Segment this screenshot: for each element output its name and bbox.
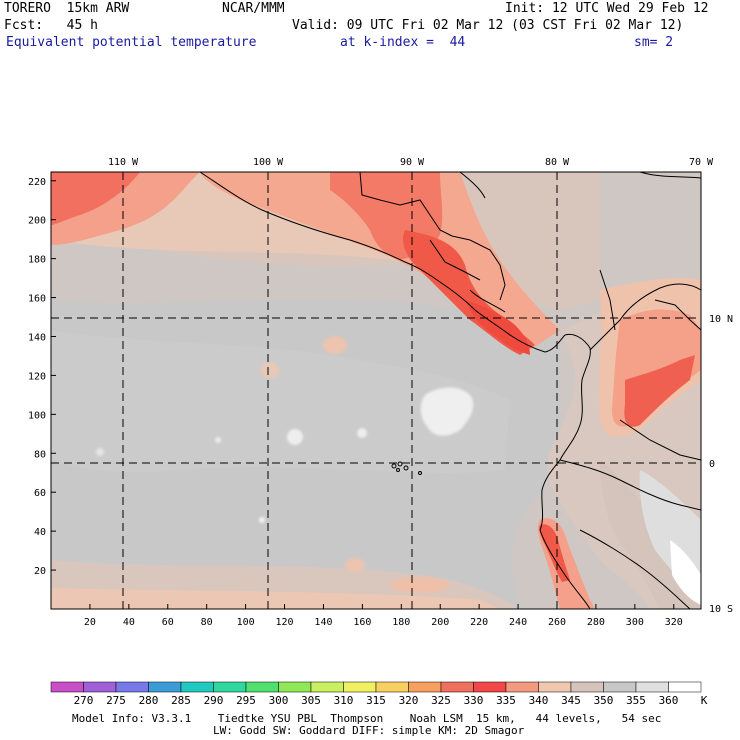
x-tick-label: 280 bbox=[587, 617, 605, 628]
physics-info: LW: Godd SW: Goddard DIFF: simple KM: 2D… bbox=[213, 724, 524, 737]
x-tick-label: 60 bbox=[162, 617, 174, 628]
latitude-label: 10 S bbox=[709, 604, 733, 615]
colorbar-label: 310 bbox=[334, 694, 354, 707]
colorbar-swatch bbox=[604, 682, 637, 692]
y-tick-label: 140 bbox=[28, 332, 46, 343]
x-tick-label: 200 bbox=[431, 617, 449, 628]
x-tick-label: 240 bbox=[509, 617, 527, 628]
y-tick-label: 100 bbox=[28, 410, 46, 421]
x-tick-label: 160 bbox=[353, 617, 371, 628]
y-tick-label: 40 bbox=[34, 527, 46, 538]
x-tick-label: 80 bbox=[201, 617, 213, 628]
colorbar-swatch bbox=[669, 682, 702, 692]
colorbar-swatch bbox=[376, 682, 409, 692]
y-tick-label: 220 bbox=[28, 177, 46, 188]
colorbar-label: 330 bbox=[464, 694, 484, 707]
longitude-label: 100 W bbox=[253, 157, 284, 168]
colorbar-label: 350 bbox=[594, 694, 614, 707]
y-tick-label: 60 bbox=[34, 488, 46, 499]
longitude-label: 90 W bbox=[400, 157, 425, 168]
colorbar-swatch bbox=[571, 682, 604, 692]
colorbar-swatch bbox=[344, 682, 377, 692]
colorbar-swatch bbox=[246, 682, 279, 692]
y-tick-label: 120 bbox=[28, 371, 46, 382]
y-tick-label: 200 bbox=[28, 216, 46, 227]
colorbar-label: 300 bbox=[269, 694, 289, 707]
latitude-labels: 10 N 0 10 S bbox=[709, 314, 733, 615]
colorbar-label: 340 bbox=[529, 694, 549, 707]
colorbar-label: 325 bbox=[431, 694, 451, 707]
colorbar-swatch bbox=[116, 682, 149, 692]
y-tick-label: 20 bbox=[34, 566, 46, 577]
colorbar-swatch bbox=[311, 682, 344, 692]
y-tick-label: 180 bbox=[28, 255, 46, 266]
x-tick-label: 300 bbox=[626, 617, 644, 628]
colorbar-swatch bbox=[84, 682, 117, 692]
longitude-label: 110 W bbox=[108, 157, 139, 168]
colorbar-swatch bbox=[279, 682, 312, 692]
x-tick-label: 180 bbox=[392, 617, 410, 628]
x-tick-label: 220 bbox=[470, 617, 488, 628]
colorbar-swatch bbox=[441, 682, 474, 692]
latitude-label: 10 N bbox=[709, 314, 733, 325]
colorbar-label: 355 bbox=[626, 694, 646, 707]
longitude-label: 70 W bbox=[689, 157, 714, 168]
colorbar-swatch bbox=[539, 682, 572, 692]
colorbar-label: 320 bbox=[399, 694, 419, 707]
colorbar-label: 295 bbox=[236, 694, 256, 707]
latitude-label: 0 bbox=[709, 459, 715, 470]
colorbar-swatch bbox=[506, 682, 539, 692]
x-tick-label: 120 bbox=[276, 617, 294, 628]
y-tick-label: 160 bbox=[28, 294, 46, 305]
colorbar-label: 335 bbox=[496, 694, 516, 707]
colorbar-unit: K bbox=[701, 694, 708, 707]
x-tick-label: 320 bbox=[665, 617, 683, 628]
x-tick-label: 40 bbox=[123, 617, 135, 628]
colorbar-swatch bbox=[51, 682, 84, 692]
colorbar-label: 305 bbox=[301, 694, 321, 707]
x-tick-label: 140 bbox=[314, 617, 332, 628]
longitude-labels: 110 W 100 W 90 W 80 W 70 W bbox=[108, 157, 714, 168]
colorbar-label: 270 bbox=[74, 694, 94, 707]
x-tick-label: 20 bbox=[84, 617, 96, 628]
colorbar bbox=[51, 682, 701, 692]
y-tick-label: 80 bbox=[34, 449, 46, 460]
colorbar-swatch bbox=[474, 682, 507, 692]
colorbar-label: 275 bbox=[106, 694, 126, 707]
colorbar-swatch bbox=[636, 682, 669, 692]
colorbar-swatch bbox=[214, 682, 247, 692]
theta-e-field bbox=[51, 172, 701, 609]
x-tick-label: 260 bbox=[548, 617, 566, 628]
colorbar-label: 285 bbox=[171, 694, 191, 707]
x-tick-label: 100 bbox=[237, 617, 255, 628]
colorbar-label: 290 bbox=[204, 694, 224, 707]
colorbar-label: 360 bbox=[659, 694, 679, 707]
longitude-label: 80 W bbox=[545, 157, 570, 168]
colorbar-label: 280 bbox=[139, 694, 159, 707]
colorbar-label: 315 bbox=[366, 694, 386, 707]
colorbar-swatch bbox=[181, 682, 214, 692]
colorbar-swatch bbox=[149, 682, 182, 692]
colorbar-label: 345 bbox=[561, 694, 581, 707]
colorbar-swatch bbox=[409, 682, 442, 692]
